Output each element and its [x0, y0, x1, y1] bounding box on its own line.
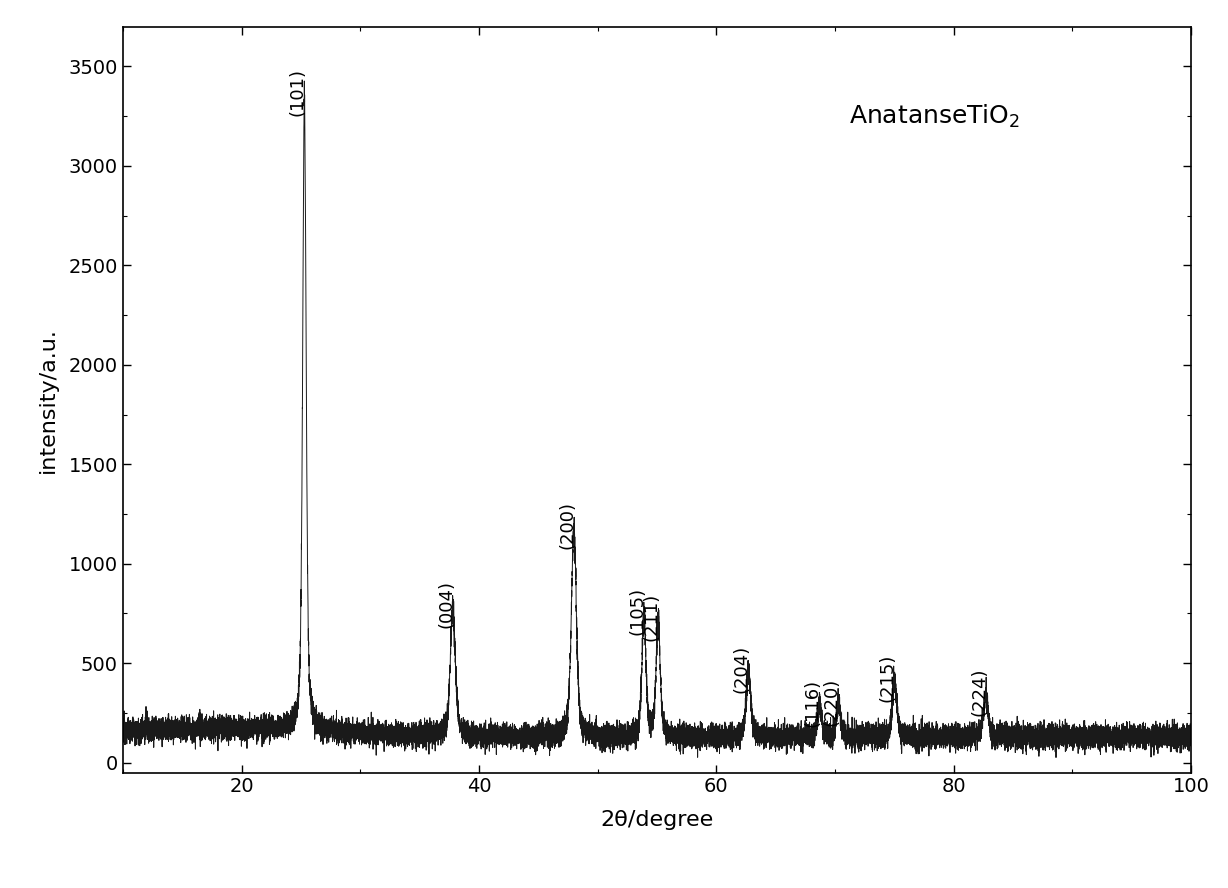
Text: (211): (211): [642, 593, 661, 641]
Text: (224): (224): [970, 668, 989, 716]
Text: AnatanseTiO$_2$: AnatanseTiO$_2$: [850, 102, 1020, 130]
Text: (204): (204): [733, 645, 750, 693]
Text: (215): (215): [879, 654, 896, 702]
Text: (004): (004): [437, 581, 456, 629]
X-axis label: 2θ/degree: 2θ/degree: [600, 811, 713, 830]
Text: (105): (105): [629, 587, 646, 635]
Text: (200): (200): [559, 501, 576, 549]
Text: (101): (101): [289, 68, 307, 116]
Y-axis label: intensity/a.u.: intensity/a.u.: [37, 327, 58, 472]
Text: (220): (220): [823, 678, 841, 725]
Text: (116): (116): [804, 678, 822, 726]
